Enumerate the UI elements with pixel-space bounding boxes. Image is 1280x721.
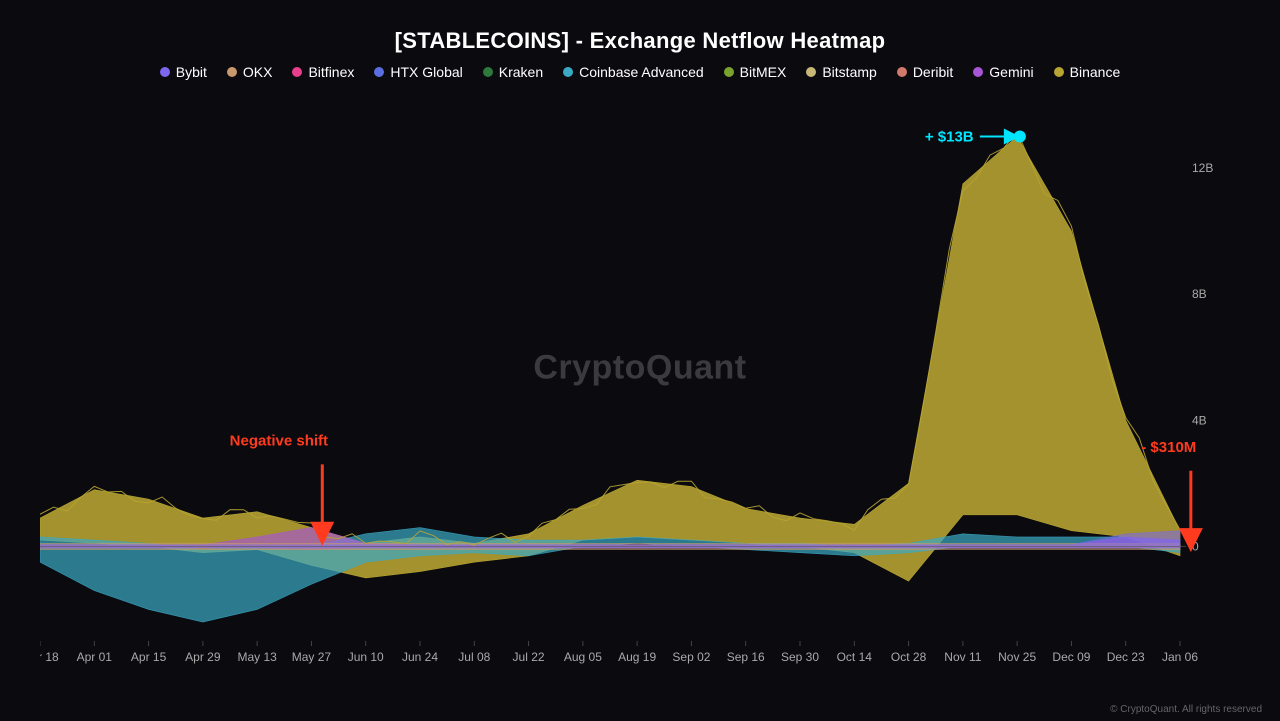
x-tick-label: Oct 14: [837, 650, 873, 664]
legend-dot-icon: [1054, 67, 1064, 77]
x-tick-label: Jul 08: [458, 650, 490, 664]
legend-label: Bitfinex: [308, 64, 354, 80]
legend-dot-icon: [563, 67, 573, 77]
legend-item[interactable]: Bitstamp: [806, 64, 876, 80]
legend-item[interactable]: Kraken: [483, 64, 543, 80]
legend-label: Coinbase Advanced: [579, 64, 704, 80]
x-tick-label: Nov 11: [944, 650, 981, 664]
legend-item[interactable]: Deribit: [897, 64, 953, 80]
legend-dot-icon: [227, 67, 237, 77]
legend-label: HTX Global: [390, 64, 462, 80]
x-tick-label: Jul 22: [513, 650, 545, 664]
x-tick-label: Oct 28: [891, 650, 927, 664]
legend-dot-icon: [897, 67, 907, 77]
legend-label: Binance: [1070, 64, 1121, 80]
plot-area: 0 4B 8B 12B Mar 18 Apr 01 Apr 15 Apr 29 May 13 Ma…: [40, 105, 1220, 671]
legend-item[interactable]: Gemini: [973, 64, 1033, 80]
annotation-neg_shift-label: Negative shift: [230, 433, 328, 450]
legend-dot-icon: [724, 67, 734, 77]
y-tick-label: 8B: [1192, 287, 1207, 301]
x-tick-label: May 13: [237, 650, 277, 664]
annotation-peak-label: + $13B: [925, 129, 974, 146]
legend-dot-icon: [806, 67, 816, 77]
x-tick-label: Jan 06: [1162, 650, 1198, 664]
x-tick-label: Dec 09: [1052, 650, 1090, 664]
legend-item[interactable]: BitMEX: [724, 64, 787, 80]
legend-label: Kraken: [499, 64, 543, 80]
y-tick-label: 0: [1192, 539, 1199, 553]
legend-label: Bybit: [176, 64, 207, 80]
legend-dot-icon: [483, 67, 493, 77]
legend-dot-icon: [374, 67, 384, 77]
legend-dot-icon: [973, 67, 983, 77]
legend: Bybit OKX Bitfinex HTX Global Kraken Coinbase…: [0, 64, 1280, 80]
x-tick-label: Dec 23: [1107, 650, 1145, 664]
legend-item[interactable]: Binance: [1054, 64, 1121, 80]
x-tick-label: Apr 01: [77, 650, 113, 664]
x-tick-label: Jun 24: [402, 650, 438, 664]
x-tick-label: May 27: [292, 650, 332, 664]
legend-label: BitMEX: [740, 64, 787, 80]
x-tick-label: Apr 29: [185, 650, 221, 664]
x-tick-label: Apr 15: [131, 650, 167, 664]
legend-dot-icon: [160, 67, 170, 77]
x-tick-label: Mar 18: [40, 650, 59, 664]
x-tick-label: Aug 19: [618, 650, 656, 664]
legend-label: Bitstamp: [822, 64, 876, 80]
legend-item[interactable]: Coinbase Advanced: [563, 64, 704, 80]
series-area-binance: [40, 137, 1180, 582]
legend-item[interactable]: HTX Global: [374, 64, 462, 80]
footer-copyright: © CryptoQuant. All rights reserved: [1110, 704, 1262, 715]
legend-label: OKX: [243, 64, 273, 80]
x-tick-label: Sep 16: [727, 650, 765, 664]
annotation-drop-label: - $310M: [1141, 439, 1196, 456]
x-tick-label: Sep 02: [672, 650, 710, 664]
x-tick-label: Jun 10: [348, 650, 384, 664]
legend-item[interactable]: OKX: [227, 64, 273, 80]
plot-svg: 0 4B 8B 12B Mar 18 Apr 01 Apr 15 Apr 29 May 13 Ma…: [40, 105, 1220, 671]
legend-label: Gemini: [989, 64, 1033, 80]
legend-dot-icon: [292, 67, 302, 77]
legend-item[interactable]: Bybit: [160, 64, 207, 80]
x-tick-label: Nov 25: [998, 650, 1036, 664]
x-tick-label: Sep 30: [781, 650, 819, 664]
y-tick-label: 12B: [1192, 161, 1213, 175]
chart-container: [STABLECOINS] - Exchange Netflow Heatmap…: [0, 0, 1280, 721]
legend-item[interactable]: Bitfinex: [292, 64, 354, 80]
legend-label: Deribit: [913, 64, 953, 80]
y-tick-label: 4B: [1192, 413, 1207, 427]
chart-title: [STABLECOINS] - Exchange Netflow Heatmap: [0, 0, 1280, 54]
x-tick-label: Aug 05: [564, 650, 602, 664]
